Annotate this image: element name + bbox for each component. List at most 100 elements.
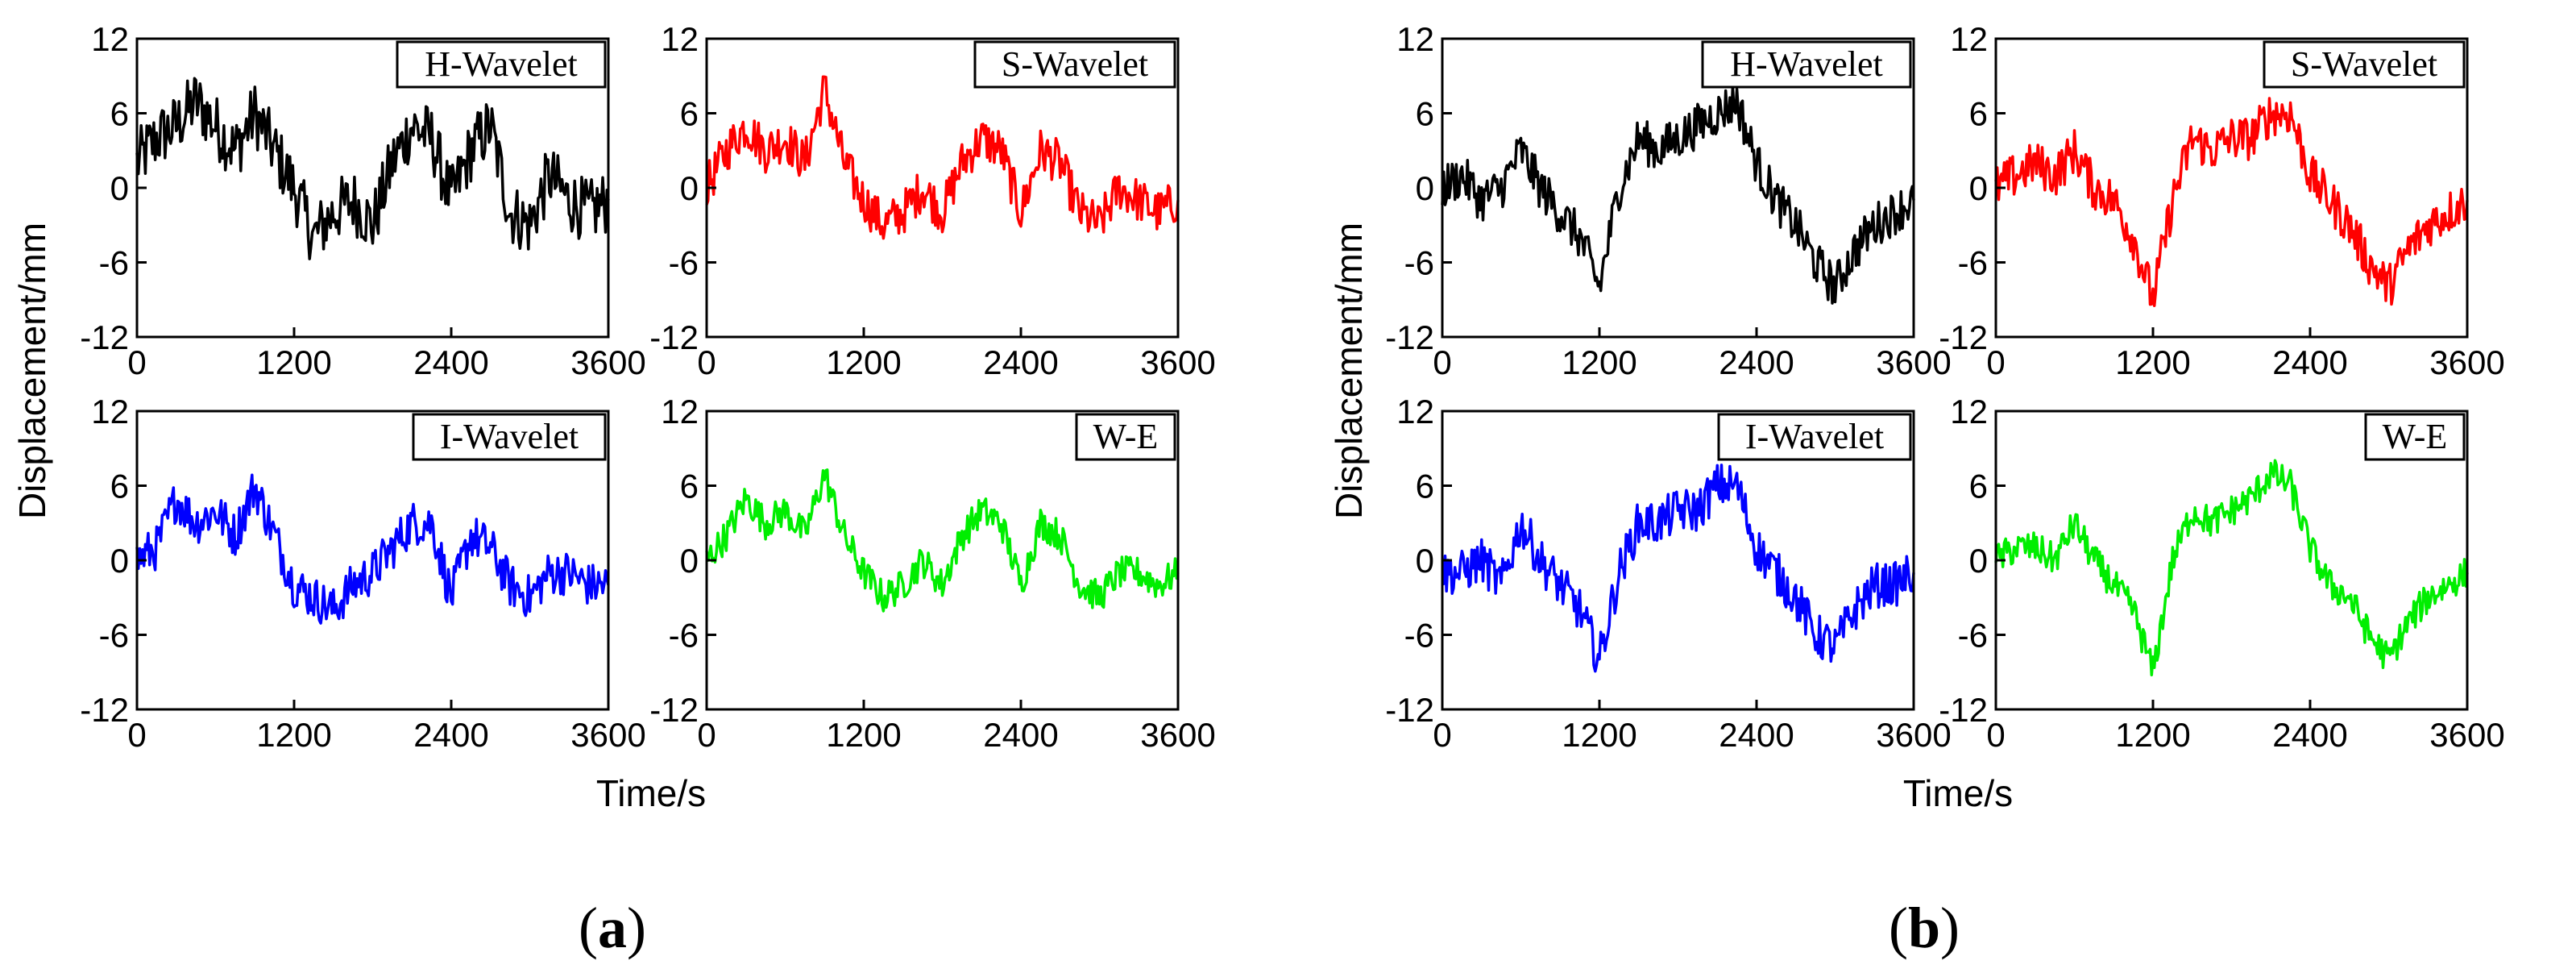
subplot-b-i-wavelet: -12 -6 0 6 12 0 1200 2400 3600 I-Wavelet [1385, 393, 1951, 754]
y-axis-title-a: Displacement/mm [11, 222, 53, 519]
y-tick-label: 6 [1416, 95, 1434, 133]
subplot-a-w-e: -12 -6 0 6 12 0 1200 2400 3600 W-E [649, 393, 1215, 754]
x-tick-label: 2400 [2272, 716, 2347, 754]
legend-label: S-Wavelet [2291, 44, 2437, 84]
x-tick-label: 2400 [983, 716, 1058, 754]
subplot-b-s-wavelet: -12 -6 0 6 12 0 1200 2400 3600 S-Wavelet [1939, 20, 2504, 381]
x-tick-label: 0 [1986, 343, 2005, 381]
x-tick-label: 3600 [1140, 343, 1215, 381]
legend-label: I-Wavelet [1745, 417, 1884, 456]
x-tick-label: 1200 [256, 343, 331, 381]
y-tick-label: -12 [80, 691, 129, 729]
x-tick-label: 1200 [826, 716, 901, 754]
x-axis-title-b: Time/s [1903, 772, 2013, 814]
y-tick-label: 0 [1969, 542, 1988, 580]
x-tick-label: 0 [697, 716, 716, 754]
x-tick-label: 3600 [1140, 716, 1215, 754]
series-line [135, 473, 610, 625]
x-axis-title-a: Time/s [596, 772, 706, 814]
legend-label: S-Wavelet [1002, 44, 1148, 84]
y-tick-label: 12 [661, 20, 699, 58]
x-tick-label: 0 [127, 716, 146, 754]
x-tick-label: 1200 [1562, 343, 1636, 381]
y-tick-label: -12 [80, 318, 129, 356]
x-tick-label: 3600 [2429, 343, 2504, 381]
y-tick-label: -12 [1939, 318, 1988, 356]
legend-label: H-Wavelet [425, 44, 577, 84]
x-tick-label: 1200 [256, 716, 331, 754]
y-tick-label: -12 [1385, 318, 1434, 356]
y-tick-label: -6 [1958, 617, 1988, 655]
y-tick-label: 12 [91, 20, 129, 58]
y-tick-label: -12 [1385, 691, 1434, 729]
panel-label-a-letter: a [598, 896, 627, 960]
y-tick-label: 0 [1969, 169, 1988, 207]
panel-label-a-open: ( [579, 896, 598, 960]
series-line [1994, 97, 2469, 307]
panel-label-b: (b) [1889, 896, 1960, 960]
y-tick-label: 6 [680, 95, 699, 133]
y-tick-label: 0 [680, 542, 699, 580]
y-tick-label: 12 [1396, 393, 1434, 430]
x-tick-label: 0 [127, 343, 146, 381]
y-tick-label: -6 [1404, 617, 1434, 655]
series-line [1994, 459, 2469, 677]
y-tick-label: 12 [1396, 20, 1434, 58]
legend-box [1701, 40, 1912, 89]
subplot-b-w-e: -12 -6 0 6 12 0 1200 2400 3600 W-E [1939, 393, 2504, 754]
x-tick-label: 2400 [413, 716, 488, 754]
legend-box [1717, 413, 1912, 461]
y-tick-label: 12 [1950, 20, 1988, 58]
y-tick-label: 12 [1950, 393, 1988, 430]
x-tick-label: 3600 [1876, 716, 1951, 754]
y-tick-label: -6 [669, 617, 699, 655]
x-tick-label: 2400 [1719, 716, 1794, 754]
x-tick-label: 1200 [826, 343, 901, 381]
legend-box [2364, 413, 2466, 461]
panel-label-b-close: ) [1940, 896, 1960, 960]
y-tick-label: 6 [680, 468, 699, 505]
x-tick-label: 2400 [413, 343, 488, 381]
y-tick-label: 6 [110, 95, 129, 133]
x-tick-label: 3600 [1876, 343, 1951, 381]
y-tick-label: 6 [1969, 468, 1988, 505]
series-line [1441, 85, 1915, 305]
y-tick-label: -6 [1958, 244, 1988, 282]
x-tick-label: 3600 [570, 343, 645, 381]
panel-label-b-open: ( [1889, 896, 1908, 960]
legend-box [1075, 413, 1176, 461]
subplot-b-h-wavelet: -12 -6 0 6 12 0 1200 2400 3600 H-Wavelet [1385, 20, 1951, 381]
legend-label: W-E [1093, 417, 1159, 456]
series-line [1441, 464, 1915, 673]
series-line [135, 77, 610, 260]
legend-label: I-Wavelet [440, 417, 579, 456]
y-tick-label: -6 [99, 617, 129, 655]
x-tick-label: 0 [697, 343, 716, 381]
y-tick-label: -12 [1939, 691, 1988, 729]
y-tick-label: 6 [1416, 468, 1434, 505]
y-tick-label: 6 [1969, 95, 1988, 133]
x-tick-label: 1200 [2115, 343, 2190, 381]
subplot-a-i-wavelet: -12 -6 0 6 12 0 1200 2400 3600 I-Wavelet [80, 393, 645, 754]
x-tick-label: 0 [1986, 716, 2005, 754]
x-tick-label: 1200 [2115, 716, 2190, 754]
y-tick-label: 0 [110, 542, 129, 580]
x-tick-label: 1200 [1562, 716, 1636, 754]
y-axis-title-b: Displacement/mm [1328, 222, 1370, 519]
panel-label-a-close: ) [627, 896, 646, 960]
y-tick-label: -12 [649, 691, 699, 729]
legend-box [2263, 40, 2466, 89]
legend-box [396, 40, 607, 89]
x-tick-label: 3600 [570, 716, 645, 754]
x-tick-label: 0 [1433, 343, 1451, 381]
y-tick-label: -6 [669, 244, 699, 282]
y-tick-label: 0 [110, 169, 129, 207]
legend-label: H-Wavelet [1730, 44, 1882, 84]
y-tick-label: 12 [661, 393, 699, 430]
legend-label: W-E [2383, 417, 2448, 456]
subplot-a-s-wavelet: -12 -6 0 6 12 0 1200 2400 3600 S-Wavelet [649, 20, 1215, 381]
y-tick-label: -6 [99, 244, 129, 282]
legend-box [973, 40, 1176, 89]
x-tick-label: 2400 [983, 343, 1058, 381]
